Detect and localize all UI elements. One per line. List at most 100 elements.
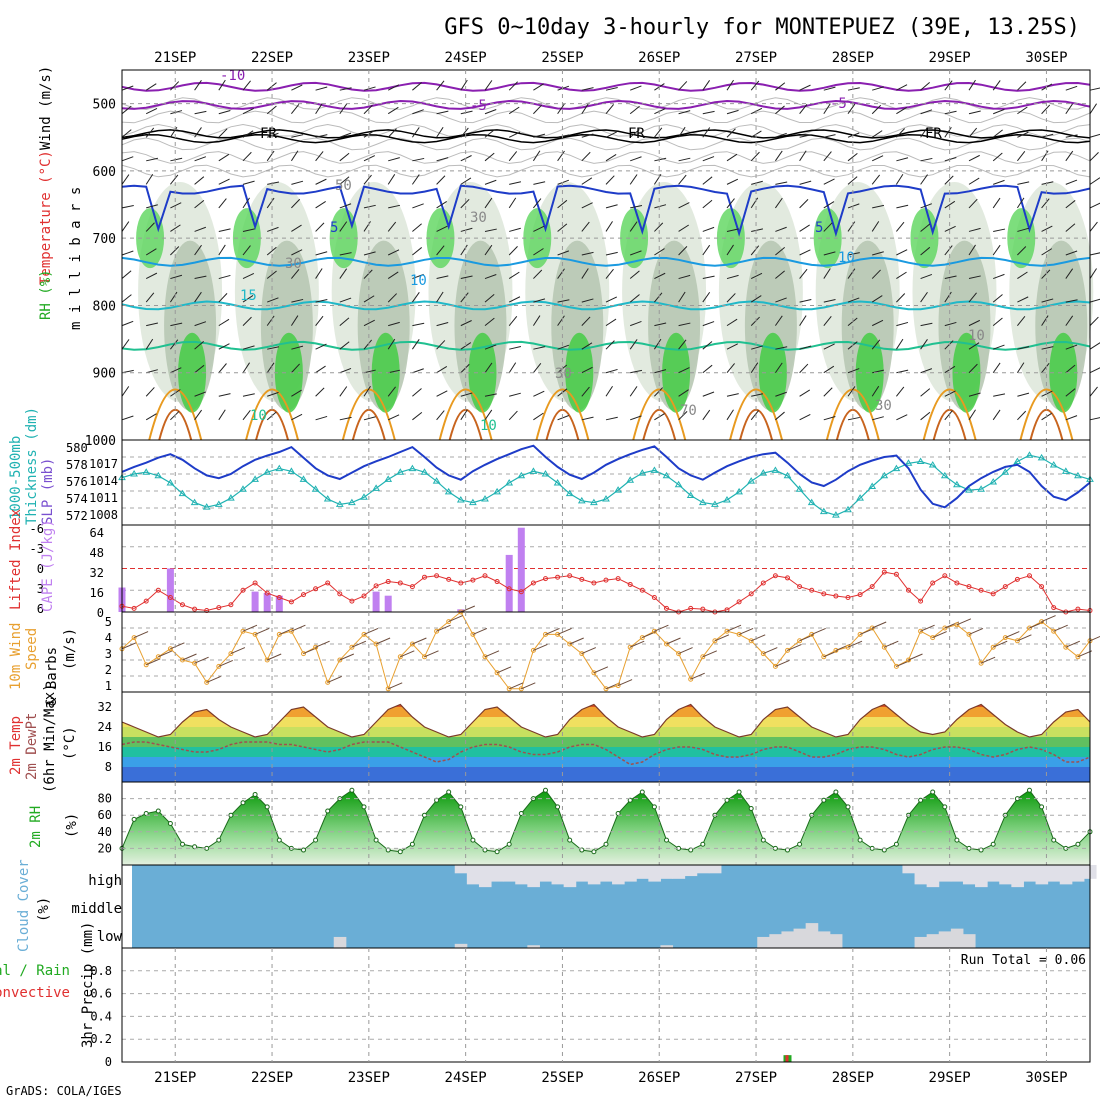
bottom-date-label: 26SEP bbox=[638, 1070, 680, 1086]
rh-tick: 40 bbox=[98, 825, 112, 839]
wind-barb bbox=[508, 197, 517, 209]
wind-speed-point bbox=[615, 683, 621, 689]
wind-barb bbox=[436, 225, 448, 232]
wind-barb bbox=[387, 271, 399, 279]
wind-barb bbox=[532, 150, 541, 162]
top-date-label: 30SEP bbox=[1025, 50, 1067, 66]
top-date-label: 24SEP bbox=[445, 50, 487, 66]
wind-speed-point bbox=[1027, 625, 1032, 631]
cape-tick: 32 bbox=[90, 566, 104, 580]
wind-tick: 1 bbox=[105, 679, 112, 693]
wind-barb-10m bbox=[436, 624, 451, 632]
wind-barb bbox=[896, 414, 908, 421]
thickness-point bbox=[517, 471, 526, 479]
wind-barb bbox=[799, 315, 807, 326]
wind-barb bbox=[581, 342, 593, 350]
rh-point bbox=[748, 806, 754, 812]
wind-barb bbox=[702, 127, 711, 138]
wind-barb bbox=[581, 133, 594, 138]
wind-barb bbox=[436, 201, 447, 209]
wind-barb bbox=[436, 245, 445, 256]
wind-speed-point bbox=[482, 654, 488, 660]
wind-barb bbox=[799, 103, 808, 115]
lifted-index-point bbox=[482, 573, 488, 579]
wind-barb bbox=[436, 126, 444, 138]
wind-barb-10m bbox=[617, 679, 633, 687]
wind-barb bbox=[533, 133, 546, 138]
wind-barb bbox=[291, 298, 304, 303]
wind-barb bbox=[533, 198, 542, 209]
wind-barb-10m bbox=[932, 631, 947, 639]
lifted-index-point bbox=[797, 584, 803, 590]
wind-barb-10m bbox=[496, 666, 512, 674]
wind-barb-10m bbox=[448, 615, 463, 623]
rh-point bbox=[494, 849, 500, 855]
wind-barb bbox=[629, 270, 640, 279]
thickness-point bbox=[916, 457, 925, 464]
wind-barb bbox=[533, 83, 544, 91]
thickness-tick: 574 bbox=[66, 492, 88, 506]
wind-barb bbox=[557, 134, 570, 138]
wind-barb bbox=[145, 108, 158, 115]
rh-point bbox=[506, 841, 512, 847]
rh-point bbox=[627, 797, 633, 803]
wind-barb bbox=[266, 105, 277, 115]
temp-2m-panel: 32 24 16 8 bbox=[98, 691, 1091, 783]
wind-barb bbox=[726, 79, 734, 91]
wind-barb bbox=[702, 176, 713, 185]
thickness-point bbox=[239, 485, 247, 492]
wind-barb bbox=[799, 199, 809, 209]
wind-barb bbox=[363, 86, 376, 91]
wind-barb bbox=[896, 107, 907, 115]
wind-barb bbox=[412, 273, 424, 280]
wind-barb bbox=[1017, 81, 1027, 91]
lifted-index-point bbox=[518, 589, 524, 595]
lifted-index-point bbox=[748, 591, 754, 597]
wind-barb-10m bbox=[1053, 624, 1068, 632]
contour-label: 10 bbox=[410, 273, 427, 289]
bottom-date-labels: 21SEP 22SEP 23SEP 24SEP 25SEP 26SEP 27SEP 28SEP… bbox=[154, 1070, 1067, 1086]
wind-barb-10m bbox=[823, 650, 838, 658]
wind-barb bbox=[775, 270, 785, 279]
wind-barb bbox=[121, 221, 130, 232]
wind-barb bbox=[1041, 269, 1051, 279]
wind10m-label-3: & Barbs bbox=[44, 647, 60, 706]
lifted-index-point bbox=[627, 581, 633, 587]
rh-point bbox=[422, 812, 427, 818]
rh-point bbox=[954, 837, 960, 843]
panel-frame bbox=[121, 947, 1091, 1063]
wind-barb bbox=[799, 268, 808, 279]
thickness-point bbox=[130, 470, 138, 477]
wind-barb-10m bbox=[581, 647, 596, 655]
lifted-index-point bbox=[1014, 576, 1020, 582]
wind-barb bbox=[726, 318, 738, 327]
wind-barb bbox=[388, 204, 401, 209]
wind-speed-point bbox=[797, 638, 803, 644]
thickness-point bbox=[819, 507, 828, 515]
lifted-index-point bbox=[458, 580, 464, 586]
wind-barb bbox=[484, 274, 497, 280]
thickness-point bbox=[275, 464, 284, 472]
rh-point bbox=[409, 841, 415, 847]
wind-barb bbox=[702, 391, 715, 397]
wind-speed-point bbox=[639, 635, 645, 641]
wind-barb bbox=[194, 110, 207, 115]
wind-barb bbox=[775, 346, 788, 350]
cape-bar bbox=[384, 595, 392, 612]
wind-barb bbox=[218, 153, 230, 162]
low-cloud-gap bbox=[962, 934, 976, 948]
high-cloud-gap bbox=[478, 865, 492, 888]
wind-barb bbox=[291, 413, 303, 421]
wind-barb bbox=[218, 79, 226, 91]
wind-speed-point bbox=[240, 628, 246, 634]
wind-barb bbox=[1065, 200, 1076, 209]
contour-label: 30 bbox=[285, 256, 302, 272]
thickness-point bbox=[166, 478, 175, 486]
wind-speed-point bbox=[651, 628, 657, 634]
wind-barb-10m bbox=[400, 650, 415, 658]
slp-label: SLP (mb) bbox=[40, 458, 56, 525]
wind-barb bbox=[653, 338, 662, 350]
lifted-index-point bbox=[990, 591, 996, 597]
top-date-label: 27SEP bbox=[735, 50, 777, 66]
wind-barb bbox=[267, 346, 280, 350]
